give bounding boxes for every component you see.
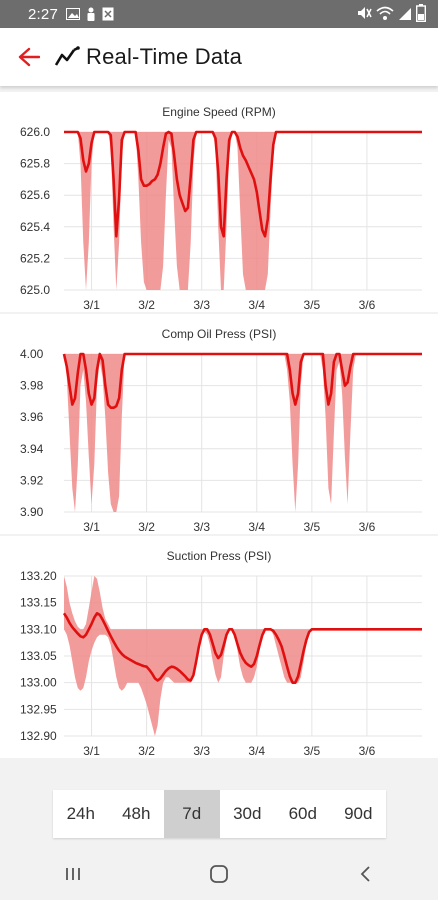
x-tick-label: 3/2 <box>138 744 155 758</box>
x-tick-label: 3/5 <box>304 520 321 534</box>
y-tick-label: 3.98 <box>20 379 44 393</box>
x-tick-label: 3/2 <box>138 520 155 534</box>
y-tick-label: 3.92 <box>20 473 44 487</box>
x-tick-label: 3/3 <box>193 520 210 534</box>
chart-title: Suction Press (PSI) <box>167 549 272 563</box>
y-tick-label: 626.0 <box>20 125 50 139</box>
recent-apps-icon <box>66 868 80 880</box>
range-option-90d[interactable]: 90d <box>344 804 373 823</box>
y-tick-label: 625.8 <box>20 157 50 171</box>
y-tick-label: 625.2 <box>20 251 50 265</box>
chart-svg: Engine Speed (RPM) 626.0 625.8 625.6 625.4 62… <box>20 105 422 312</box>
x-tick-label: 3/5 <box>304 298 321 312</box>
chart-svg: Comp Oil Press (PSI) 4.00 3.98 3.96 3.94 3.92… <box>20 327 422 534</box>
chart-svg: Suction Press (PSI) 133.20 133.15 133.10 133… <box>20 549 422 758</box>
system-nav-bar <box>0 848 438 900</box>
y-tick-label: 132.90 <box>20 729 57 743</box>
chart-title: Comp Oil Press (PSI) <box>162 327 277 341</box>
range-option-60d[interactable]: 60d <box>288 804 317 823</box>
app-logo <box>54 44 80 70</box>
x-tick-label: 3/1 <box>83 744 100 758</box>
page-title: Real-Time Data <box>86 44 243 69</box>
engine-speed-chart: Engine Speed (RPM) 626.0 625.8 625.6 625.4 62… <box>0 92 438 312</box>
range-option-48h[interactable]: 48h <box>122 804 151 823</box>
y-tick-label: 133.10 <box>20 622 57 636</box>
back-chevron-icon <box>360 866 370 882</box>
x-tick-label: 3/4 <box>248 298 265 312</box>
home-button[interactable] <box>199 854 239 894</box>
range-option-7d[interactable]: 7d <box>164 790 220 838</box>
x-tick-label: 3/5 <box>304 744 321 758</box>
min-max-band <box>64 354 422 512</box>
range-option-24h[interactable]: 24h <box>66 804 95 823</box>
x-tick-label: 3/3 <box>193 744 210 758</box>
back-button[interactable] <box>14 42 44 72</box>
x-tick-label: 3/3 <box>193 298 210 312</box>
x-tick-label: 3/6 <box>359 520 376 534</box>
y-tick-label: 3.94 <box>20 442 44 456</box>
x-tick-label: 3/1 <box>83 520 100 534</box>
y-tick-label: 625.0 <box>20 283 50 297</box>
back-arrow-icon <box>18 47 40 67</box>
x-tick-label: 3/6 <box>359 744 376 758</box>
y-tick-label: 132.95 <box>20 702 57 716</box>
status-time: 2:27 <box>28 5 58 23</box>
app-bar: Real-Time Data <box>0 28 438 86</box>
y-tick-label: 133.20 <box>20 569 57 583</box>
average-line <box>62 352 422 409</box>
back-nav-button[interactable] <box>345 854 385 894</box>
file-notification-icon <box>102 7 114 21</box>
x-tick-label: 3/4 <box>248 744 265 758</box>
average-line <box>64 130 422 238</box>
chart-title: Engine Speed (RPM) <box>162 105 275 119</box>
y-tick-label: 133.15 <box>20 596 57 610</box>
comp-oil-press-chart: Comp Oil Press (PSI) 4.00 3.98 3.96 3.94 3.92… <box>0 314 438 534</box>
home-icon <box>210 865 228 883</box>
status-bar: 2:27 <box>0 0 438 28</box>
y-tick-label: 625.4 <box>20 220 50 234</box>
y-tick-label: 625.6 <box>20 188 50 202</box>
x-tick-label: 3/2 <box>138 298 155 312</box>
suction-press-chart: Suction Press (PSI) 133.20 133.15 133.10 133… <box>0 536 438 758</box>
y-tick-label: 4.00 <box>20 347 44 361</box>
x-tick-label: 3/1 <box>83 298 100 312</box>
y-tick-label: 133.00 <box>20 676 57 690</box>
person-notification-icon <box>87 7 95 21</box>
x-tick-label: 3/6 <box>359 298 376 312</box>
image-notification-icon <box>66 8 80 20</box>
battery-icon <box>416 4 426 22</box>
x-tick-label: 3/4 <box>248 520 265 534</box>
time-range-selector: 24h 48h 7d 30d 60d 90d <box>53 790 386 838</box>
y-tick-label: 3.96 <box>20 410 44 424</box>
recent-apps-button[interactable] <box>53 854 93 894</box>
range-option-30d[interactable]: 30d <box>233 804 262 823</box>
y-tick-label: 3.90 <box>20 505 44 519</box>
charts-container: Engine Speed (RPM) 626.0 625.8 625.6 625.4 62… <box>0 86 438 848</box>
trend-line-icon <box>54 46 80 66</box>
mute-icon <box>358 7 372 19</box>
y-tick-label: 133.05 <box>20 649 57 663</box>
min-max-band <box>64 132 422 290</box>
wifi-icon <box>376 6 394 20</box>
average-line <box>62 612 422 684</box>
signal-icon <box>399 8 411 20</box>
